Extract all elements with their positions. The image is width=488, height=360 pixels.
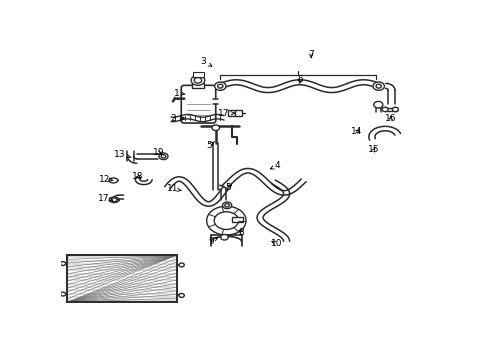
Text: 11: 11 [167, 184, 181, 193]
Circle shape [214, 82, 225, 90]
Circle shape [60, 262, 65, 266]
Text: 8: 8 [238, 228, 244, 237]
Circle shape [111, 198, 117, 202]
Text: 17: 17 [98, 194, 112, 203]
Text: 4: 4 [270, 161, 280, 170]
Circle shape [220, 234, 228, 240]
FancyBboxPatch shape [181, 85, 215, 123]
Circle shape [372, 82, 384, 90]
Text: 3: 3 [200, 57, 211, 66]
Circle shape [214, 212, 238, 229]
Circle shape [159, 153, 168, 159]
Text: 9: 9 [208, 237, 217, 246]
Circle shape [222, 202, 231, 209]
Polygon shape [67, 255, 176, 302]
Text: 2: 2 [170, 113, 184, 122]
Circle shape [191, 75, 204, 85]
Text: 14: 14 [350, 127, 362, 136]
Text: 15: 15 [367, 145, 379, 154]
Text: 10: 10 [270, 239, 282, 248]
Bar [234, 110, 241, 116]
Circle shape [373, 102, 382, 108]
Text: 6: 6 [296, 75, 302, 84]
Circle shape [224, 204, 229, 207]
Bar [227, 110, 234, 116]
Circle shape [161, 155, 165, 158]
Text: 18: 18 [132, 172, 143, 181]
Text: 1: 1 [173, 89, 185, 98]
Circle shape [179, 293, 184, 297]
Circle shape [60, 292, 65, 296]
Bar [232, 217, 242, 222]
Circle shape [211, 125, 219, 131]
Bar [191, 84, 203, 87]
Circle shape [179, 263, 184, 267]
Circle shape [194, 77, 202, 83]
Bar [385, 108, 396, 111]
Circle shape [375, 84, 381, 88]
Text: 13: 13 [114, 150, 131, 158]
Text: 7: 7 [308, 50, 313, 59]
Text: 16: 16 [384, 113, 396, 122]
Bar [193, 72, 203, 77]
Text: 17: 17 [218, 109, 235, 118]
Text: 19: 19 [153, 148, 164, 157]
Circle shape [217, 84, 223, 88]
Circle shape [381, 107, 387, 112]
Text: 5: 5 [205, 141, 214, 150]
Circle shape [206, 206, 245, 235]
Text: 5: 5 [224, 183, 231, 192]
Text: 12: 12 [99, 175, 113, 184]
Circle shape [391, 107, 398, 112]
